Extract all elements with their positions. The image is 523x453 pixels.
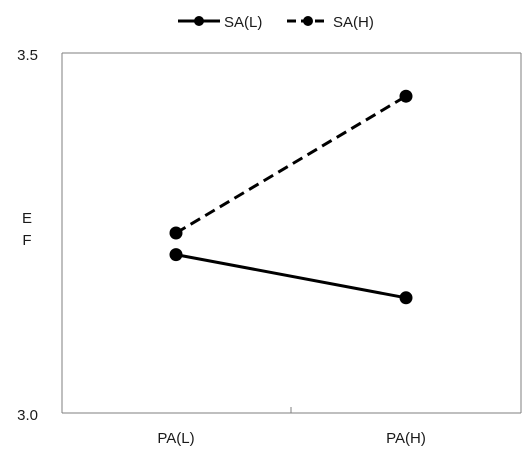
y-axis-label-line-2: F [22,232,31,249]
x-tick-label-pa-high: PA(H) [386,430,426,447]
legend-label-sa-low: SA(L) [224,14,262,31]
legend: SA(L) SA(H) [178,14,374,31]
series-line-sa-l [175,253,407,300]
data-point-sa-h-pa-l [169,226,183,240]
legend-marker-sa-high [303,16,313,26]
legend-marker-sa-low [194,16,204,26]
series-layer [169,89,413,305]
y-tick-label-bottom: 3.0 [17,407,38,424]
data-point-sa-h-pa-h [399,89,413,103]
legend-label-sa-high: SA(H) [333,14,374,31]
y-axis-label-line-1: E [22,210,32,227]
data-point-sa-l-pa-h [399,291,413,305]
data-point-sa-l-pa-l [169,248,183,262]
y-tick-label-top: 3.5 [17,47,38,64]
series-line-sa-h [175,94,407,235]
x-tick-label-pa-low: PA(L) [157,430,194,447]
